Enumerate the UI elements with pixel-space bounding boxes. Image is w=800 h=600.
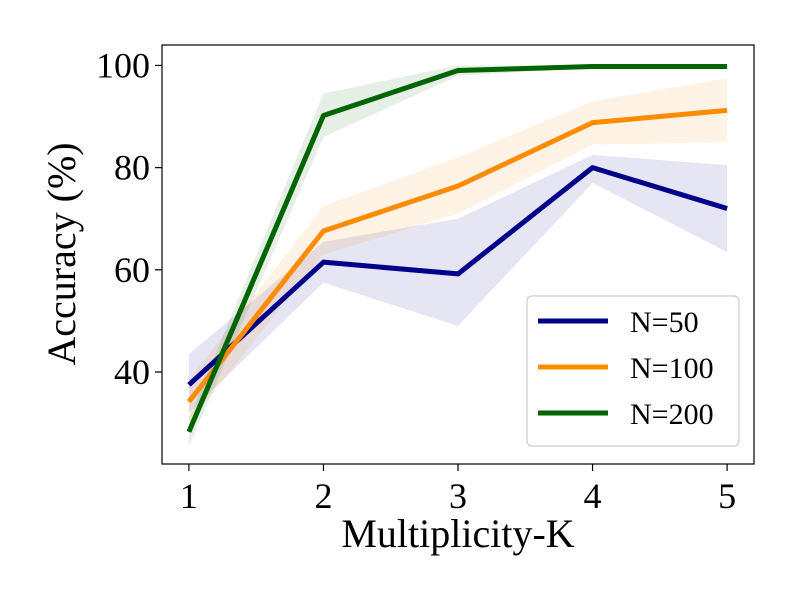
x-tick-label: 5 [718, 476, 736, 516]
x-tick-label: 2 [314, 476, 332, 516]
legend-label-0: N=50 [630, 306, 699, 339]
y-axis-title: Accuracy (%) [39, 142, 84, 365]
x-tick-label: 4 [584, 476, 602, 516]
y-tick-label: 100 [96, 45, 150, 85]
x-axis-ticks: 1 2 3 4 5 [180, 464, 736, 516]
confidence-bands [188, 65, 728, 447]
x-tick-label: 3 [449, 476, 467, 516]
series-band-1 [188, 78, 728, 424]
series-lines [186, 63, 728, 433]
series-line-0 [187, 165, 728, 387]
legend-label-2: N=200 [630, 398, 714, 431]
x-axis-title: Multiplicity-K [341, 511, 574, 556]
y-tick-label: 40 [114, 352, 150, 392]
legend-label-1: N=100 [630, 352, 714, 385]
series-band-0 [188, 154, 728, 413]
y-tick-label: 80 [114, 148, 150, 188]
x-tick-label: 1 [180, 476, 198, 516]
legend: N=50 N=100 N=200 [526, 295, 740, 447]
legend-frame [526, 295, 740, 447]
y-axis-ticks: 40 60 80 100 [96, 45, 162, 392]
series-line-2 [186, 63, 728, 433]
series-line-1 [186, 107, 728, 404]
y-tick-label: 60 [114, 250, 150, 290]
